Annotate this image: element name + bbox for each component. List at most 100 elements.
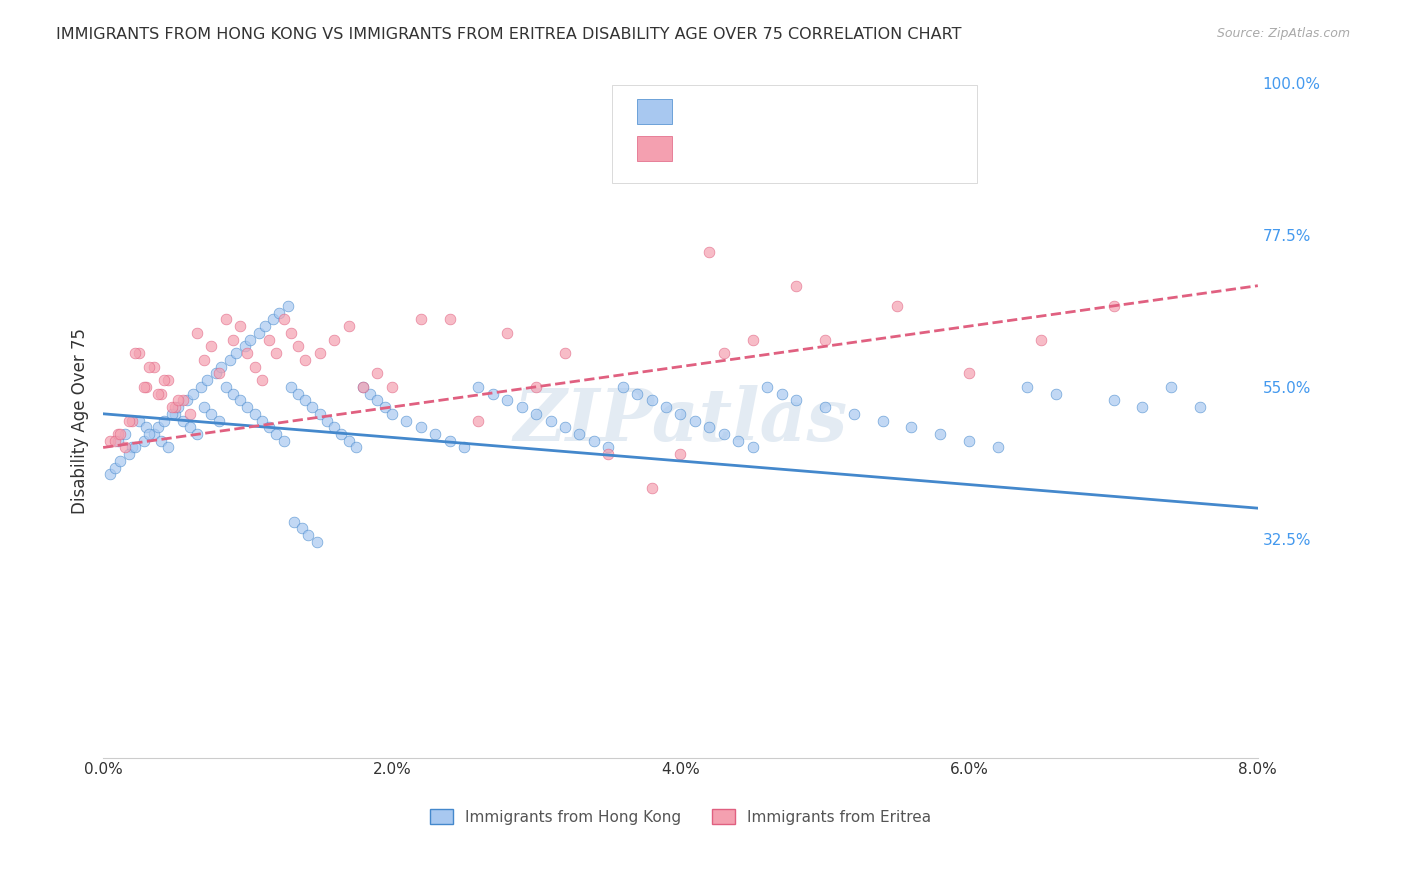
- Point: [250, 413, 273, 427]
- Point: [524, 407, 547, 421]
- Point: [297, 528, 319, 542]
- Point: [409, 312, 432, 326]
- Point: [467, 380, 489, 394]
- Point: [727, 434, 749, 448]
- Point: [287, 339, 309, 353]
- Point: [1130, 400, 1153, 414]
- Point: [124, 346, 146, 360]
- Point: [207, 413, 229, 427]
- Point: [323, 420, 346, 434]
- Point: [222, 386, 245, 401]
- Point: [200, 339, 222, 353]
- Point: [243, 407, 266, 421]
- Point: [132, 434, 155, 448]
- Y-axis label: Disability Age Over 75: Disability Age Over 75: [72, 327, 89, 514]
- Point: [283, 515, 305, 529]
- Point: [467, 413, 489, 427]
- Point: [107, 427, 129, 442]
- Point: [554, 346, 576, 360]
- Point: [655, 400, 678, 414]
- Point: [266, 346, 288, 360]
- Point: [193, 352, 215, 367]
- Point: [1102, 393, 1125, 408]
- Text: R = -0.251: R = -0.251: [679, 101, 779, 119]
- Point: [121, 413, 143, 427]
- Text: R =: R =: [679, 101, 716, 119]
- Point: [842, 407, 865, 421]
- Point: [233, 339, 256, 353]
- Point: [229, 393, 252, 408]
- Point: [215, 380, 238, 394]
- Point: [785, 278, 807, 293]
- Point: [165, 407, 187, 421]
- Point: [128, 346, 150, 360]
- Text: R =: R =: [679, 138, 716, 156]
- Point: [262, 312, 284, 326]
- Point: [98, 467, 121, 482]
- Point: [713, 346, 735, 360]
- Point: [257, 333, 280, 347]
- Point: [172, 413, 194, 427]
- Point: [957, 434, 980, 448]
- Point: [186, 427, 208, 442]
- Point: [987, 441, 1010, 455]
- Point: [756, 380, 779, 394]
- Point: [138, 427, 160, 442]
- Point: [280, 380, 302, 394]
- Point: [114, 427, 136, 442]
- Point: [699, 420, 721, 434]
- Point: [179, 407, 201, 421]
- Point: [957, 367, 980, 381]
- Point: [337, 434, 360, 448]
- Point: [524, 380, 547, 394]
- Point: [337, 319, 360, 334]
- Point: [308, 346, 330, 360]
- Point: [104, 460, 127, 475]
- Point: [138, 359, 160, 374]
- Point: [1189, 400, 1212, 414]
- Point: [291, 521, 314, 535]
- Point: [344, 441, 367, 455]
- Point: [149, 434, 172, 448]
- Point: [366, 393, 388, 408]
- Point: [900, 420, 922, 434]
- Text: ZIPatlas: ZIPatlas: [513, 385, 848, 456]
- Point: [482, 386, 505, 401]
- Point: [146, 420, 169, 434]
- Point: [162, 407, 184, 421]
- Point: [266, 427, 288, 442]
- Point: [225, 346, 247, 360]
- Point: [243, 359, 266, 374]
- Point: [352, 380, 374, 394]
- Point: [453, 441, 475, 455]
- Point: [167, 393, 190, 408]
- Point: [142, 427, 165, 442]
- Point: [181, 386, 204, 401]
- Point: [118, 447, 141, 461]
- Point: [200, 407, 222, 421]
- Point: [152, 373, 174, 387]
- Point: [814, 400, 837, 414]
- Point: [496, 393, 519, 408]
- Point: [222, 333, 245, 347]
- Point: [152, 413, 174, 427]
- Point: [146, 386, 169, 401]
- Point: [273, 434, 295, 448]
- Point: [277, 299, 299, 313]
- Point: [149, 386, 172, 401]
- Point: [1102, 299, 1125, 313]
- Point: [114, 441, 136, 455]
- Point: [626, 386, 648, 401]
- Point: [118, 413, 141, 427]
- Point: [496, 326, 519, 340]
- Point: [157, 441, 180, 455]
- Point: [132, 380, 155, 394]
- Point: [554, 420, 576, 434]
- Point: [236, 346, 259, 360]
- Point: [713, 427, 735, 442]
- Point: [669, 407, 692, 421]
- Point: [886, 299, 908, 313]
- Point: [741, 441, 763, 455]
- Point: [598, 447, 620, 461]
- Point: [165, 400, 187, 414]
